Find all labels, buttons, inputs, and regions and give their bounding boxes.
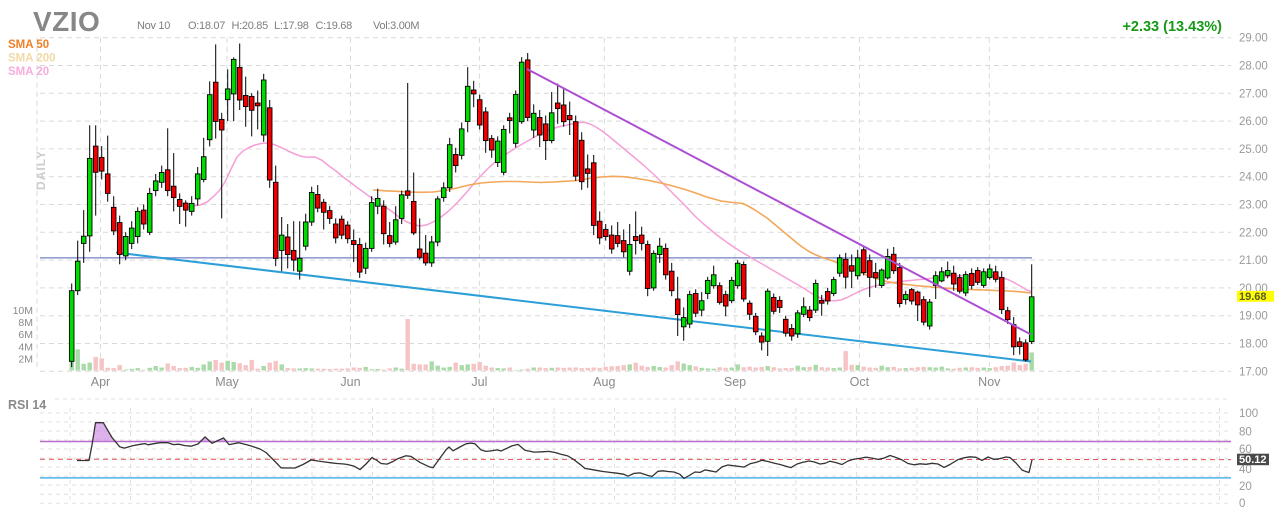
svg-text:Sep: Sep <box>724 375 746 389</box>
svg-text:80: 80 <box>1239 427 1252 439</box>
svg-text:VZIO: VZIO <box>33 6 100 37</box>
svg-text:Vol:3.00M: Vol:3.00M <box>373 20 419 32</box>
svg-text:28.00: 28.00 <box>1239 61 1268 73</box>
svg-text:100: 100 <box>1239 408 1258 420</box>
svg-text:Apr: Apr <box>91 375 110 389</box>
svg-text:40: 40 <box>1239 464 1252 476</box>
svg-text:0: 0 <box>1239 498 1245 510</box>
svg-text:50.12: 50.12 <box>1239 454 1267 466</box>
svg-text:23.00: 23.00 <box>1239 200 1268 212</box>
svg-text:6M: 6M <box>18 329 33 341</box>
svg-text:4M: 4M <box>18 341 33 353</box>
svg-text:27.00: 27.00 <box>1239 88 1268 100</box>
svg-text:22.00: 22.00 <box>1239 227 1268 239</box>
svg-text:17.00: 17.00 <box>1239 366 1268 378</box>
svg-text:10M: 10M <box>13 305 33 317</box>
svg-text:18.00: 18.00 <box>1239 339 1268 351</box>
svg-text:29.00: 29.00 <box>1239 33 1268 45</box>
svg-text:24.00: 24.00 <box>1239 172 1268 184</box>
svg-text:H:20.85: H:20.85 <box>232 20 269 32</box>
svg-text:+2.33 (13.43%): +2.33 (13.43%) <box>1122 19 1222 35</box>
svg-text:Nov 10: Nov 10 <box>137 20 170 32</box>
svg-text:O:18.07: O:18.07 <box>188 20 225 32</box>
svg-text:DAILY: DAILY <box>34 150 48 190</box>
svg-text:SMA 20: SMA 20 <box>8 66 49 78</box>
svg-text:8M: 8M <box>18 317 33 329</box>
svg-text:Aug: Aug <box>593 375 615 389</box>
svg-text:60: 60 <box>1239 444 1252 456</box>
svg-text:Nov: Nov <box>978 375 1001 389</box>
svg-text:Jul: Jul <box>471 375 487 389</box>
svg-text:20: 20 <box>1239 481 1252 493</box>
svg-text:L:17.98: L:17.98 <box>274 20 309 32</box>
svg-text:SMA 50: SMA 50 <box>8 39 49 51</box>
svg-text:C:19.68: C:19.68 <box>316 20 353 32</box>
svg-text:19.00: 19.00 <box>1239 311 1268 323</box>
svg-text:Oct: Oct <box>850 375 870 389</box>
svg-text:25.00: 25.00 <box>1239 144 1268 156</box>
svg-text:May: May <box>215 375 239 389</box>
svg-text:Jun: Jun <box>340 375 360 389</box>
svg-text:RSI 14: RSI 14 <box>8 398 46 412</box>
svg-text:26.00: 26.00 <box>1239 116 1268 128</box>
svg-text:SMA 200: SMA 200 <box>8 53 56 65</box>
svg-text:2M: 2M <box>18 353 33 365</box>
svg-text:19.68: 19.68 <box>1239 291 1267 303</box>
svg-text:21.00: 21.00 <box>1239 255 1268 267</box>
